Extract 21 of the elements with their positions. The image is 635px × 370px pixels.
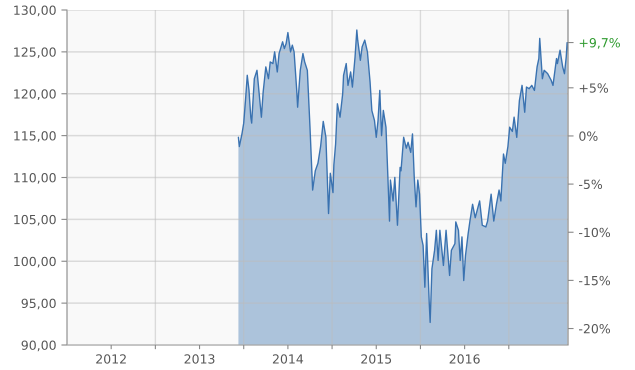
y-tick-label: 115,00 [14, 131, 56, 142]
y-tick-label: 125,00 [14, 47, 56, 58]
x-tick-label: 2013 [184, 354, 214, 364]
y2-tick-label: 0% [579, 131, 598, 141]
y-tick-label: 95,00 [22, 298, 56, 310]
y-tick-label: 110,00 [14, 172, 56, 184]
y-tick-label: 90,00 [22, 340, 56, 352]
y2-tick-label: -10% [579, 228, 610, 238]
x-tick-label: 2012 [96, 354, 126, 364]
x-tick-label: 2014 [272, 354, 304, 364]
x-tick-label: 2016 [450, 354, 480, 364]
y2-tick-label: +9,7% [580, 38, 620, 49]
y-tick-label: 120,00 [14, 89, 56, 100]
y-tick-label: 105,00 [14, 214, 56, 226]
y2-tick-label: -15% [579, 276, 610, 286]
y-tick-label: 100,00 [14, 256, 56, 268]
y2-tick-label: -5% [579, 180, 602, 190]
y2-tick-label: -20% [579, 324, 610, 334]
y-tick-label: 130,00 [14, 5, 56, 16]
x-tick-label: 2015 [361, 354, 392, 364]
y2-tick-label: +5% [580, 83, 608, 93]
